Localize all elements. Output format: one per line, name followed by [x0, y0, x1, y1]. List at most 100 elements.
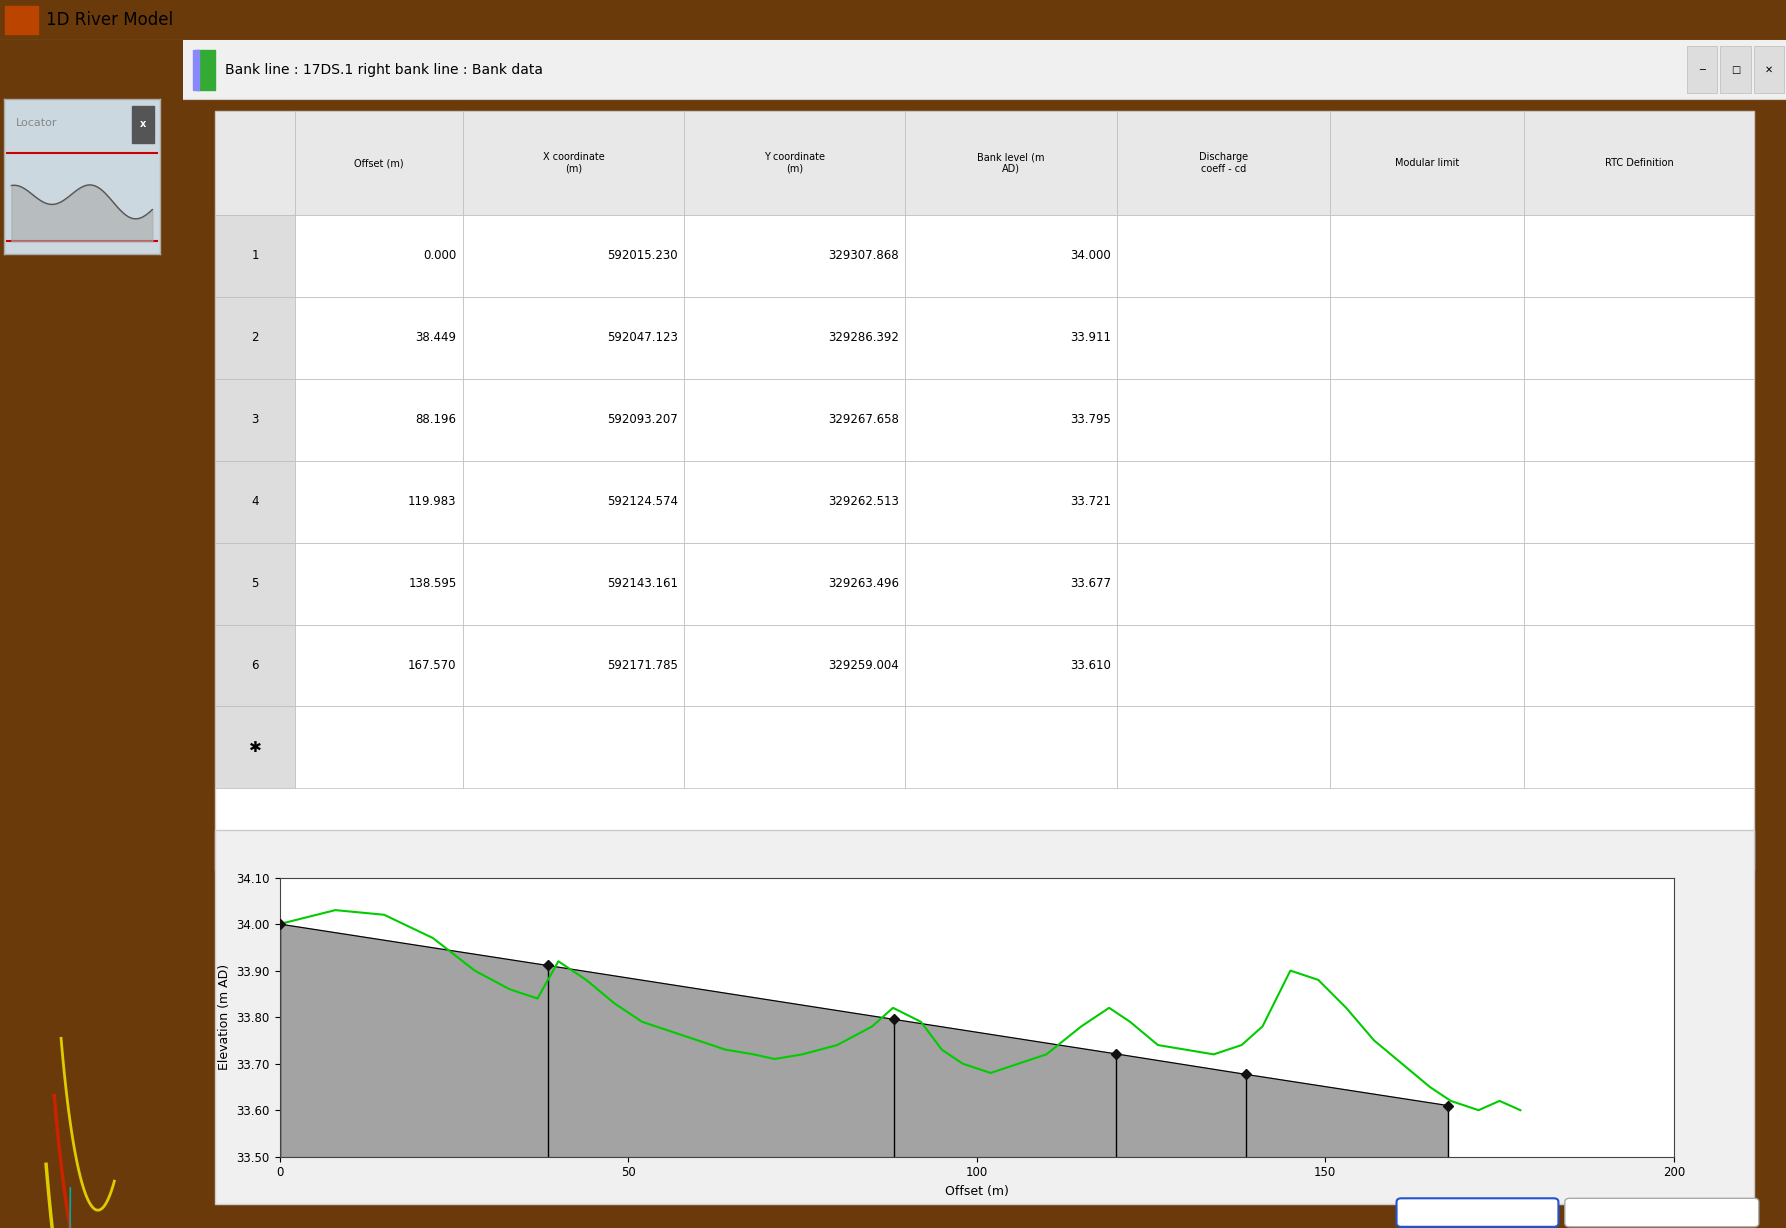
Text: 33.795: 33.795 [1070, 413, 1111, 426]
Bar [295, 215, 463, 297]
Bar [1523, 625, 1754, 706]
Text: 592015.230: 592015.230 [607, 249, 677, 263]
Bar [295, 625, 463, 706]
Bar [1118, 297, 1329, 378]
Text: 119.983: 119.983 [407, 495, 457, 508]
Bar [193, 49, 200, 90]
Bar [1118, 215, 1329, 297]
Bar [1118, 706, 1329, 788]
FancyBboxPatch shape [1565, 1199, 1759, 1227]
Bar [463, 460, 684, 543]
Bar [906, 112, 1118, 215]
Bar [216, 297, 295, 378]
Text: 33.721: 33.721 [1070, 495, 1111, 508]
Bar [463, 706, 684, 788]
Text: x: x [139, 119, 146, 129]
Text: 4: 4 [252, 495, 259, 508]
Text: Modular limit: Modular limit [1395, 158, 1459, 168]
Text: Discharge
coeff - cd: Discharge coeff - cd [1198, 152, 1248, 174]
Text: Bank line : 17DS.1 right bank line : Bank data: Bank line : 17DS.1 right bank line : Ban… [225, 63, 543, 76]
Bar [5, 6, 38, 34]
Text: 329307.868: 329307.868 [829, 249, 898, 263]
Text: 592143.161: 592143.161 [607, 577, 677, 591]
Bar [1118, 378, 1329, 460]
Bar [1118, 112, 1329, 215]
Text: 592047.123: 592047.123 [607, 332, 677, 344]
Bar [216, 112, 1754, 871]
Text: ✱: ✱ [248, 740, 261, 755]
Bar [684, 215, 906, 297]
Text: 592093.207: 592093.207 [607, 413, 677, 426]
Bar [1329, 706, 1523, 788]
Bar [196, 49, 216, 90]
Bar [1523, 543, 1754, 625]
Text: 329263.496: 329263.496 [827, 577, 898, 591]
Text: RTC Definition: RTC Definition [1604, 158, 1673, 168]
Bar [463, 625, 684, 706]
Bar [216, 378, 295, 460]
Bar [906, 543, 1118, 625]
Text: 33.677: 33.677 [1070, 577, 1111, 591]
Text: ─: ─ [1698, 65, 1706, 75]
Bar [295, 543, 463, 625]
Text: Offset (m): Offset (m) [354, 158, 404, 168]
Bar [1523, 215, 1754, 297]
Bar [463, 215, 684, 297]
Bar [906, 625, 1118, 706]
Text: 1: 1 [252, 249, 259, 263]
Bar [295, 378, 463, 460]
Text: Cancel: Cancel [1641, 1206, 1682, 1219]
Bar [1720, 45, 1750, 93]
Text: 38.449: 38.449 [416, 332, 457, 344]
Text: 329267.658: 329267.658 [829, 413, 898, 426]
Text: 34.000: 34.000 [1070, 249, 1111, 263]
Text: 5: 5 [252, 577, 259, 591]
Text: X coordinate
(m): X coordinate (m) [543, 152, 604, 174]
Bar [463, 378, 684, 460]
Bar [295, 706, 463, 788]
Bar [684, 706, 906, 788]
Text: 33.911: 33.911 [1070, 332, 1111, 344]
Bar [1329, 460, 1523, 543]
Bar [463, 297, 684, 378]
Bar [1686, 45, 1716, 93]
Bar [216, 460, 295, 543]
Bar [1523, 297, 1754, 378]
Bar [216, 215, 295, 297]
Text: Locator: Locator [16, 118, 57, 128]
Bar [1329, 297, 1523, 378]
Text: 167.570: 167.570 [407, 659, 457, 672]
Text: 2: 2 [252, 332, 259, 344]
Bar [295, 460, 463, 543]
Text: 33.610: 33.610 [1070, 659, 1111, 672]
Bar [1329, 625, 1523, 706]
Bar [1329, 543, 1523, 625]
Bar [1329, 215, 1523, 297]
Bar [684, 297, 906, 378]
Text: 329286.392: 329286.392 [829, 332, 898, 344]
Text: 329259.004: 329259.004 [829, 659, 898, 672]
Bar [216, 830, 1754, 1205]
Bar [132, 106, 154, 142]
Bar [906, 297, 1118, 378]
Bar [295, 297, 463, 378]
Bar [684, 460, 906, 543]
Bar [216, 625, 295, 706]
Text: 138.595: 138.595 [409, 577, 457, 591]
Bar [1754, 45, 1784, 93]
Bar [1523, 112, 1754, 215]
Text: 1D River Model: 1D River Model [46, 11, 173, 29]
Bar [684, 112, 906, 215]
Bar [684, 378, 906, 460]
Bar [684, 625, 906, 706]
Text: 3: 3 [252, 413, 259, 426]
Bar [906, 215, 1118, 297]
Bar [463, 112, 684, 215]
X-axis label: Offset (m): Offset (m) [945, 1185, 1009, 1199]
Bar [906, 460, 1118, 543]
Bar [216, 706, 295, 788]
Text: 592171.785: 592171.785 [607, 659, 677, 672]
Text: Bank level (m
AD): Bank level (m AD) [977, 152, 1045, 174]
Bar [216, 112, 295, 215]
Bar [1118, 625, 1329, 706]
